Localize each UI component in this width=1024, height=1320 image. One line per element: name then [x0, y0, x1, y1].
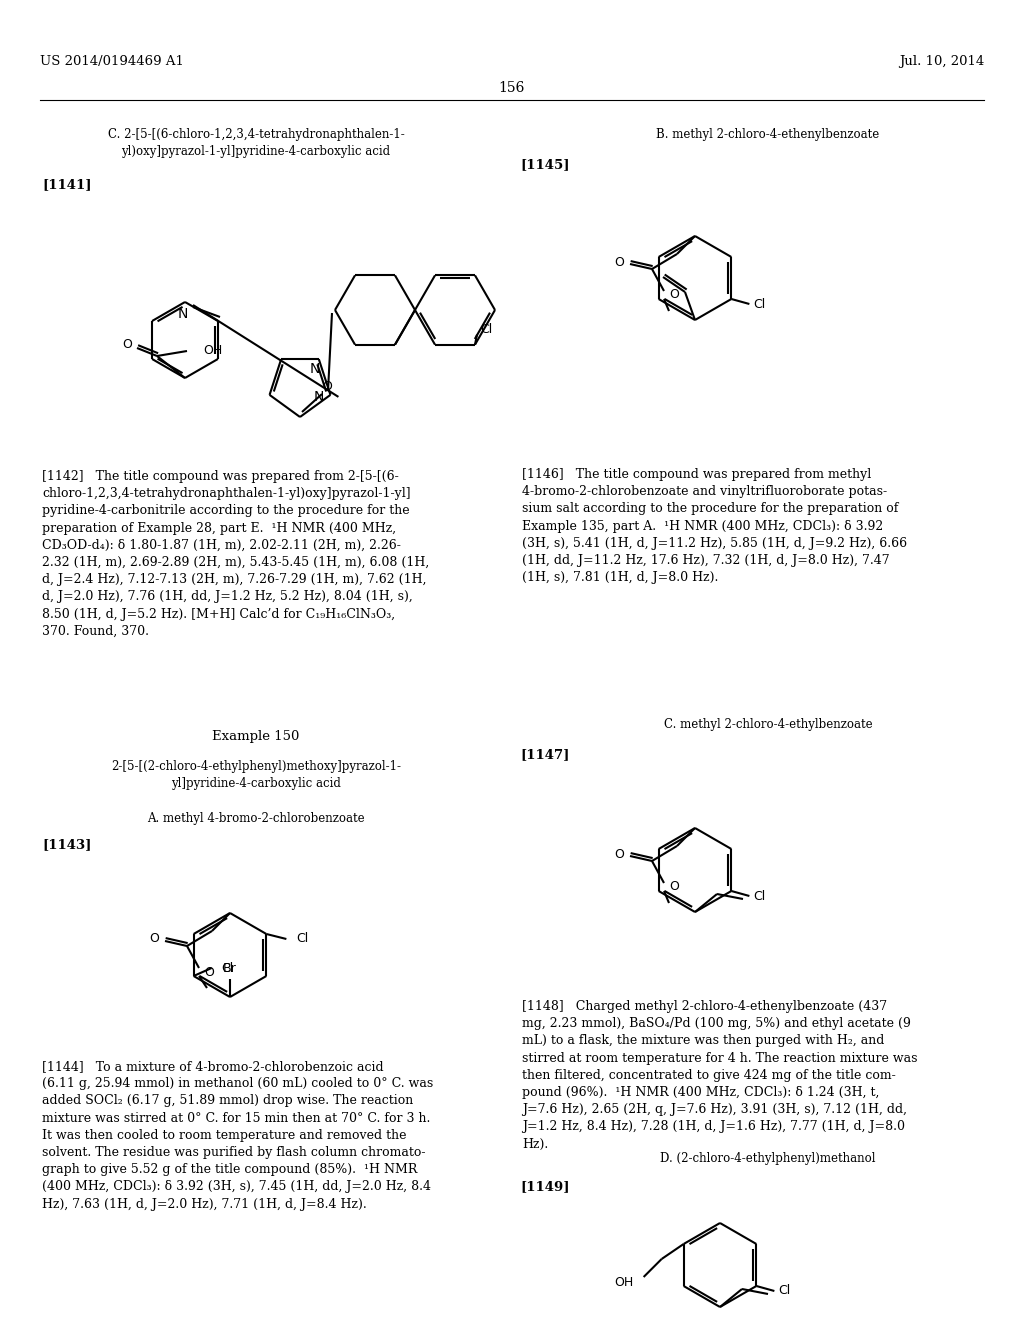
Text: D. (2-chloro-4-ethylphenyl)methanol: D. (2-chloro-4-ethylphenyl)methanol: [660, 1152, 876, 1166]
Text: Cl: Cl: [754, 890, 766, 903]
Text: [1141]: [1141]: [42, 178, 91, 191]
Text: N: N: [309, 362, 319, 376]
Text: [1147]: [1147]: [520, 748, 569, 762]
Text: O: O: [614, 847, 624, 861]
Text: N: N: [313, 389, 324, 404]
Text: [1148]   Charged methyl 2-chloro-4-ethenylbenzoate (437
mg, 2.23 mmol), BaSO₄/Pd: [1148] Charged methyl 2-chloro-4-ethenyl…: [522, 1001, 918, 1151]
Text: O: O: [669, 289, 679, 301]
Text: [1144]   To a mixture of 4-bromo-2-chlorobenzoic acid
(6.11 g, 25.94 mmol) in me: [1144] To a mixture of 4-bromo-2-chlorob…: [42, 1060, 433, 1210]
Text: OH: OH: [203, 345, 222, 358]
Text: C. methyl 2-chloro-4-ethylbenzoate: C. methyl 2-chloro-4-ethylbenzoate: [664, 718, 872, 731]
Text: O: O: [669, 880, 679, 894]
Text: Example 150: Example 150: [212, 730, 300, 743]
Text: O: O: [204, 965, 214, 978]
Text: OH: OH: [614, 1275, 634, 1288]
Text: B. methyl 2-chloro-4-ethenylbenzoate: B. methyl 2-chloro-4-ethenylbenzoate: [656, 128, 880, 141]
Text: N: N: [178, 308, 188, 321]
Text: O: O: [323, 380, 332, 393]
Text: Br: Br: [223, 962, 237, 975]
Text: Cl: Cl: [480, 323, 493, 337]
Text: 156: 156: [499, 81, 525, 95]
Text: [1149]: [1149]: [520, 1180, 569, 1193]
Text: [1146]   The title compound was prepared from methyl
4-bromo-2-chlorobenzoate an: [1146] The title compound was prepared f…: [522, 469, 907, 585]
Text: [1143]: [1143]: [42, 838, 91, 851]
Text: C. 2-[5-[(6-chloro-1,2,3,4-tetrahydronaphthalen-1-
yl)oxy]pyrazol-1-yl]pyridine-: C. 2-[5-[(6-chloro-1,2,3,4-tetrahydronap…: [108, 128, 404, 158]
Text: Cl: Cl: [778, 1284, 791, 1298]
Text: O: O: [150, 932, 159, 945]
Text: [1142]   The title compound was prepared from 2-[5-[(6-
chloro-1,2,3,4-tetrahydr: [1142] The title compound was prepared f…: [42, 470, 429, 638]
Text: Jul. 10, 2014: Jul. 10, 2014: [899, 55, 984, 69]
Text: Cl: Cl: [221, 961, 233, 974]
Text: O: O: [614, 256, 624, 268]
Text: Cl: Cl: [296, 932, 308, 945]
Text: [1145]: [1145]: [520, 158, 569, 172]
Text: A. methyl 4-bromo-2-chlorobenzoate: A. methyl 4-bromo-2-chlorobenzoate: [147, 812, 365, 825]
Text: 2-[5-[(2-chloro-4-ethylphenyl)methoxy]pyrazol-1-
yl]pyridine-4-carboxylic acid: 2-[5-[(2-chloro-4-ethylphenyl)methoxy]py…: [111, 760, 401, 789]
Text: US 2014/0194469 A1: US 2014/0194469 A1: [40, 55, 184, 69]
Text: O: O: [122, 338, 132, 351]
Text: Cl: Cl: [754, 297, 766, 310]
